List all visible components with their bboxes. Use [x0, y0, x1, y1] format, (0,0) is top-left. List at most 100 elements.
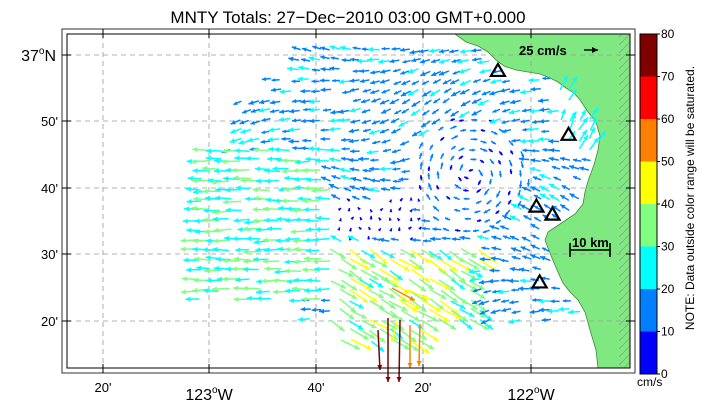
current-vector: [419, 278, 434, 290]
current-vector: [501, 79, 511, 84]
current-vector: [468, 268, 484, 279]
current-vector: [480, 128, 486, 132]
current-vector: [518, 180, 523, 189]
current-vector: [541, 247, 550, 253]
current-vector: [191, 178, 209, 184]
scale-vector-label: 25 cm/s: [519, 43, 567, 58]
current-vector: [435, 184, 440, 190]
current-vector: [305, 248, 320, 254]
current-vector: [427, 173, 431, 180]
current-vector: [483, 208, 491, 214]
current-vector: [348, 320, 364, 330]
current-vector: [361, 119, 372, 124]
current-vector: [390, 321, 398, 343]
current-vector: [350, 176, 362, 182]
colorbar: 0 10 20 30 40 50 60 70 80 cm/s NOTE: Data outsid…: [637, 27, 697, 389]
current-vector: [460, 270, 477, 280]
current-vector: [370, 178, 381, 183]
current-vector: [520, 161, 524, 169]
current-vector: [438, 70, 450, 76]
current-vector: [338, 109, 350, 115]
current-vector: [530, 223, 540, 230]
current-vector: [398, 206, 402, 211]
current-vector: [532, 298, 542, 302]
current-vector: [508, 140, 514, 147]
current-vector: [490, 79, 502, 84]
current-vector: [499, 88, 511, 93]
current-vector: [369, 80, 380, 85]
current-vector: [264, 247, 279, 253]
current-vector: [588, 126, 596, 139]
current-vector: [480, 140, 487, 144]
current-vector: [458, 318, 473, 330]
current-vector: [291, 118, 302, 123]
current-vector: [568, 309, 581, 315]
current-vector: [261, 77, 271, 82]
current-vector: [347, 207, 351, 212]
current-vector: [370, 89, 380, 95]
current-vector: [361, 319, 377, 329]
current-vector: [349, 149, 360, 154]
current-vector: [370, 340, 385, 353]
lat-label-30: 30': [41, 247, 58, 262]
current-vector: [533, 205, 542, 211]
current-vector: [379, 69, 391, 74]
current-vector: [393, 89, 402, 95]
current-vector: [370, 70, 381, 75]
current-vector: [469, 277, 481, 283]
current-vector: [541, 129, 550, 134]
current-vector: [250, 108, 261, 113]
current-vector: [509, 169, 513, 175]
current-vector: [281, 198, 299, 204]
current-vector: [561, 165, 570, 170]
current-vector: [377, 227, 382, 232]
current-vector: [370, 158, 379, 162]
current-vector: [379, 118, 390, 125]
lon-label-40: 40': [308, 380, 325, 395]
current-vector: [532, 266, 542, 271]
current-vector: [459, 48, 472, 54]
current-vector: [350, 119, 361, 124]
current-vector: [390, 117, 400, 124]
land-hatch: [619, 34, 630, 368]
current-vector: [331, 174, 341, 180]
current-vector: [468, 258, 488, 271]
current-vector: [286, 66, 299, 72]
current-vector: [538, 298, 551, 304]
current-vector: [470, 308, 487, 319]
current-vector: [421, 226, 431, 231]
station-marker-icon: [527, 197, 546, 213]
current-vector: [314, 146, 330, 152]
current-vector: [443, 87, 452, 94]
current-vector: [440, 152, 445, 159]
current-vector: [411, 57, 421, 63]
current-vector: [539, 107, 550, 113]
current-vector: [429, 298, 445, 311]
current-vector: [578, 134, 589, 150]
current-vector: [486, 199, 492, 205]
current-vector: [547, 308, 559, 314]
current-vector: [359, 258, 377, 268]
km-scale-label: 10 km: [572, 235, 609, 250]
current-vector: [264, 217, 279, 223]
current-vector: [297, 65, 310, 71]
current-vector: [396, 319, 402, 383]
current-vector: [315, 195, 330, 201]
current-vector: [519, 278, 532, 284]
current-vector: [442, 227, 450, 232]
current-vector: [399, 197, 404, 202]
current-vector: [425, 193, 431, 201]
current-vector: [302, 138, 312, 143]
current-vector: [459, 119, 464, 123]
current-vector: [495, 210, 500, 215]
current-vector: [479, 309, 490, 315]
current-vector: [458, 279, 478, 291]
current-vector: [459, 88, 470, 95]
current-vector: [201, 165, 220, 171]
current-vector: [400, 140, 410, 146]
current-vector: [478, 279, 490, 285]
current-vector: [288, 298, 301, 304]
current-vector: [491, 246, 502, 251]
current-vector: [349, 185, 361, 191]
current-vector: [351, 195, 360, 201]
